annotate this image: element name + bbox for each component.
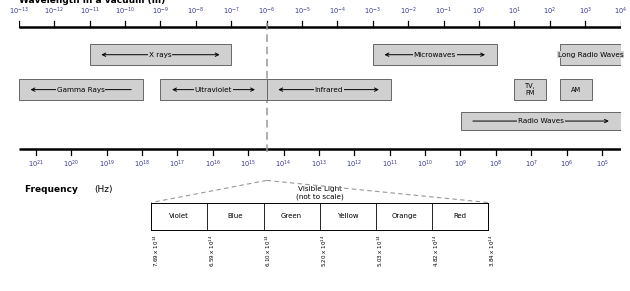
Text: $10^{-12}$: $10^{-12}$ xyxy=(44,6,64,17)
Text: $10^{-3}$: $10^{-3}$ xyxy=(364,6,381,17)
Text: X rays: X rays xyxy=(149,52,172,58)
Text: $10^{-6}$: $10^{-6}$ xyxy=(258,6,275,17)
Text: 3.84 x 10$^{14}$: 3.84 x 10$^{14}$ xyxy=(488,235,498,267)
Text: 6.10 x 10$^{14}$: 6.10 x 10$^{14}$ xyxy=(263,235,273,267)
Text: $10^{17}$: $10^{17}$ xyxy=(169,159,185,170)
Text: $10^{2}$: $10^{2}$ xyxy=(543,6,556,17)
Text: $10^{19}$: $10^{19}$ xyxy=(98,159,115,170)
Text: $10^{16}$: $10^{16}$ xyxy=(205,159,220,170)
Text: Violet: Violet xyxy=(169,213,189,219)
Bar xyxy=(561,44,621,65)
Text: $10^{7}$: $10^{7}$ xyxy=(525,159,538,170)
Text: Long Radio Waves: Long Radio Waves xyxy=(558,52,623,58)
Text: $10^{15}$: $10^{15}$ xyxy=(240,159,256,170)
Text: Radio Waves: Radio Waves xyxy=(518,118,564,124)
Text: TV,
FM: TV, FM xyxy=(525,83,536,96)
Text: 7.69 x 10$^{14}$: 7.69 x 10$^{14}$ xyxy=(151,235,161,267)
Text: (Hz): (Hz) xyxy=(94,185,113,194)
Text: $10^{-7}$: $10^{-7}$ xyxy=(223,6,239,17)
Text: $10^{3}$: $10^{3}$ xyxy=(578,6,592,17)
Text: $10^{13}$: $10^{13}$ xyxy=(311,159,327,170)
Text: Orange: Orange xyxy=(391,213,417,219)
Text: Yellow: Yellow xyxy=(337,213,358,219)
Text: $10^{-13}$: $10^{-13}$ xyxy=(9,6,29,17)
Text: $10^{0}$: $10^{0}$ xyxy=(472,6,486,17)
Bar xyxy=(514,79,546,100)
Text: Blue: Blue xyxy=(227,213,243,219)
Text: $10^{12}$: $10^{12}$ xyxy=(346,159,362,170)
Text: $10^{9}$: $10^{9}$ xyxy=(454,159,467,170)
Bar xyxy=(266,79,391,100)
Text: $10^{11}$: $10^{11}$ xyxy=(382,159,398,170)
Text: $10^{-10}$: $10^{-10}$ xyxy=(115,6,135,17)
Text: 5.03 x 10$^{14}$: 5.03 x 10$^{14}$ xyxy=(376,235,385,267)
Text: Infrared: Infrared xyxy=(314,87,343,93)
Text: Visible Light
(not to scale): Visible Light (not to scale) xyxy=(296,186,343,200)
Text: $10^{-11}$: $10^{-11}$ xyxy=(80,6,100,17)
Text: $10^{-1}$: $10^{-1}$ xyxy=(435,6,452,17)
Text: Green: Green xyxy=(281,213,302,219)
Text: $10^{4}$: $10^{4}$ xyxy=(614,6,627,17)
Text: $10^{-9}$: $10^{-9}$ xyxy=(152,6,169,17)
Text: $10^{-4}$: $10^{-4}$ xyxy=(329,6,346,17)
Text: 5.20 x 10$^{14}$: 5.20 x 10$^{14}$ xyxy=(319,235,329,267)
Text: $10^{-8}$: $10^{-8}$ xyxy=(187,6,204,17)
Text: Wavelength in a vacuum (m): Wavelength in a vacuum (m) xyxy=(19,0,165,5)
Bar xyxy=(561,79,592,100)
Bar xyxy=(89,44,231,65)
Text: 4.82 x 10$^{14}$: 4.82 x 10$^{14}$ xyxy=(432,235,442,267)
Text: $10^{18}$: $10^{18}$ xyxy=(134,159,150,170)
Bar xyxy=(161,79,266,100)
Text: Red: Red xyxy=(454,213,467,219)
Text: $10^{5}$: $10^{5}$ xyxy=(595,159,609,170)
Text: 6.59 x 10$^{14}$: 6.59 x 10$^{14}$ xyxy=(207,235,217,267)
Bar xyxy=(373,44,496,65)
Text: Frequency: Frequency xyxy=(25,185,81,194)
Text: $10^{21}$: $10^{21}$ xyxy=(28,159,44,170)
Text: Gamma Rays: Gamma Rays xyxy=(57,87,105,93)
Text: AM: AM xyxy=(571,87,581,93)
Bar xyxy=(461,112,621,130)
Text: Ultraviolet: Ultraviolet xyxy=(195,87,232,93)
Text: $10^{10}$: $10^{10}$ xyxy=(417,159,433,170)
Text: $10^{1}$: $10^{1}$ xyxy=(508,6,521,17)
Bar xyxy=(19,79,143,100)
Text: Microwaves: Microwaves xyxy=(414,52,456,58)
Text: $10^{20}$: $10^{20}$ xyxy=(63,159,79,170)
Text: $10^{14}$: $10^{14}$ xyxy=(275,159,292,170)
Text: $10^{-5}$: $10^{-5}$ xyxy=(294,6,311,17)
Text: $10^{6}$: $10^{6}$ xyxy=(560,159,573,170)
Text: $10^{-2}$: $10^{-2}$ xyxy=(400,6,416,17)
Text: $10^{8}$: $10^{8}$ xyxy=(490,159,503,170)
